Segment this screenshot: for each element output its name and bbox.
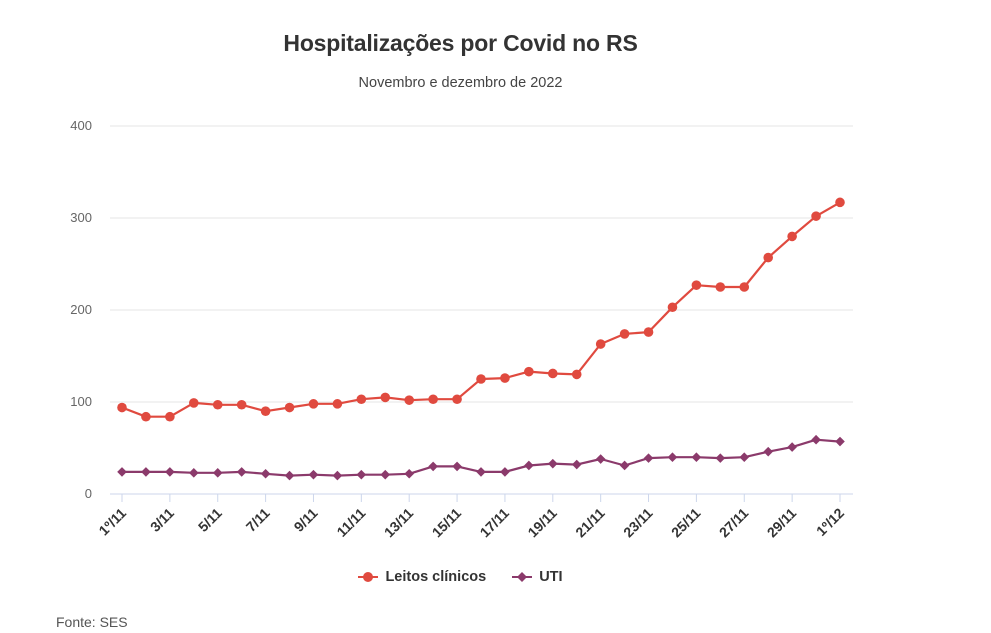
- legend-label-leitos: Leitos clínicos: [385, 569, 487, 585]
- data-point: [236, 467, 247, 477]
- data-point: [763, 252, 773, 263]
- circle-marker-icon: [358, 572, 379, 582]
- y-tick-label: 0: [85, 486, 92, 501]
- data-point: [141, 467, 151, 477]
- data-point: [667, 452, 678, 462]
- diamond-marker-icon: [512, 572, 533, 582]
- x-tick-label: 9/11: [291, 505, 321, 535]
- data-point: [715, 453, 726, 463]
- x-tick-label: 27/11: [716, 505, 752, 541]
- data-point: [189, 468, 199, 478]
- legend: Leitos clínicos UTI: [0, 569, 921, 585]
- x-tick-label: 3/11: [147, 505, 177, 535]
- data-point: [452, 394, 462, 405]
- data-point: [619, 329, 630, 339]
- data-point: [117, 467, 127, 477]
- data-point: [236, 399, 247, 410]
- data-point: [428, 461, 438, 472]
- data-point: [260, 468, 271, 479]
- data-point: [643, 453, 654, 463]
- x-tick-label: 21/11: [572, 505, 608, 541]
- data-point: [356, 469, 367, 480]
- data-point: [524, 460, 534, 471]
- y-tick-label: 100: [70, 394, 92, 409]
- data-point: [619, 460, 630, 471]
- x-tick-label: 23/11: [620, 505, 656, 541]
- data-point: [595, 339, 606, 349]
- data-point: [165, 411, 175, 422]
- data-point: [428, 394, 438, 405]
- data-point: [787, 442, 797, 452]
- data-point: [380, 469, 391, 480]
- data-point: [691, 452, 702, 462]
- x-tick-label: 7/11: [243, 505, 273, 535]
- data-point: [332, 470, 343, 481]
- x-tick-label: 1º/11: [95, 505, 129, 539]
- data-point: [308, 399, 319, 409]
- data-point: [117, 402, 127, 413]
- chart-title: Hospitalizações por Covid no RS: [283, 30, 638, 56]
- x-tick-label: 13/11: [381, 505, 417, 541]
- legend-item-uti[interactable]: UTI: [512, 569, 563, 585]
- data-point: [332, 399, 343, 409]
- data-point: [380, 392, 391, 403]
- data-point: [212, 468, 223, 478]
- y-tick-label: 300: [70, 210, 92, 225]
- data-point: [524, 366, 534, 377]
- data-point: [548, 368, 558, 379]
- data-point: [141, 411, 151, 422]
- legend-label-uti: UTI: [539, 569, 563, 585]
- x-tick-label: 15/11: [429, 505, 465, 541]
- x-tick-label: 19/11: [524, 505, 560, 541]
- data-point: [763, 446, 773, 457]
- data-point: [260, 406, 271, 417]
- data-point: [476, 374, 486, 384]
- data-point: [667, 302, 678, 313]
- x-tick-label: 29/11: [764, 505, 800, 541]
- x-tick-label: 5/11: [195, 505, 225, 535]
- data-point: [284, 470, 295, 481]
- data-point: [811, 211, 821, 221]
- y-tick-label: 400: [70, 118, 92, 133]
- data-point: [452, 461, 462, 472]
- data-point: [811, 434, 821, 445]
- data-point: [835, 436, 845, 447]
- legend-item-leitos[interactable]: Leitos clínicos: [358, 569, 486, 585]
- data-point: [189, 398, 199, 408]
- data-point: [739, 452, 750, 462]
- x-tick-label: 11/11: [333, 505, 368, 540]
- x-tick-label: 25/11: [668, 505, 704, 541]
- data-point: [165, 467, 175, 477]
- data-point: [284, 402, 295, 413]
- data-point: [404, 468, 414, 479]
- data-point: [500, 373, 510, 383]
- y-tick-label: 200: [70, 302, 92, 317]
- data-point: [476, 467, 486, 477]
- data-point: [595, 454, 606, 464]
- source-note: Fonte: SES: [56, 614, 128, 630]
- data-point: [715, 282, 726, 292]
- x-tick-label: 17/11: [477, 505, 513, 541]
- data-point: [500, 467, 510, 477]
- data-point: [308, 469, 319, 480]
- chart-subtitle: Novembro e dezembro de 2022: [358, 75, 563, 91]
- data-point: [643, 327, 654, 337]
- x-tick-label: 1º/12: [813, 505, 847, 539]
- data-point: [404, 395, 415, 405]
- data-point: [571, 369, 582, 380]
- data-point: [787, 231, 797, 242]
- data-point: [739, 282, 750, 292]
- data-point: [356, 394, 367, 405]
- data-point: [691, 280, 702, 290]
- data-point: [548, 458, 558, 469]
- data-point: [835, 197, 845, 208]
- data-point: [212, 399, 223, 410]
- data-point: [571, 459, 582, 470]
